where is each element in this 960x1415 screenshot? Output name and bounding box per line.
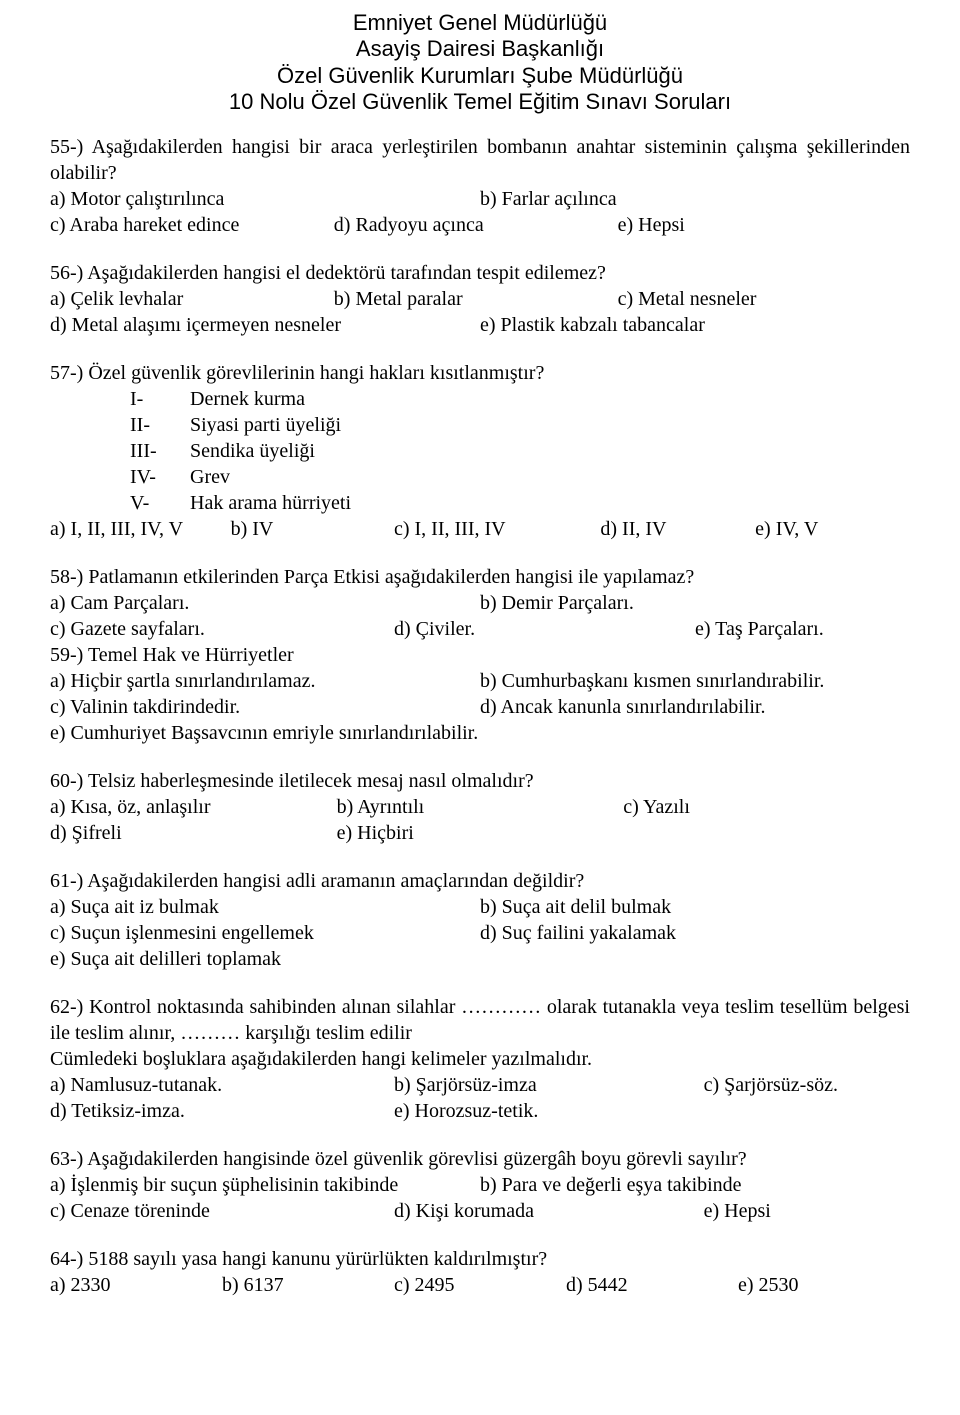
q62-text1: 62-) Kontrol noktasında sahibinden alına…	[50, 994, 910, 1046]
q62-opt-e: e) Horozsuz-tetik.	[394, 1098, 704, 1124]
q57-r1-num: I-	[130, 386, 190, 412]
q57-r5-text: Hak arama hürriyeti	[190, 490, 351, 516]
page-header: Emniyet Genel Müdürlüğü Asayiş Dairesi B…	[50, 10, 910, 116]
q62-opt-d: d) Tetiksiz-imza.	[50, 1098, 394, 1124]
q57-r3-text: Sendika üyeliği	[190, 438, 315, 464]
q58-text: 58-) Patlamanın etkilerinden Parça Etkis…	[50, 564, 910, 590]
q60-text: 60-) Telsiz haberleşmesinde iletilecek m…	[50, 768, 910, 794]
q59-opt-e: e) Cumhuriyet Başsavcının emriyle sınırl…	[50, 722, 478, 744]
q61-opt-a: a) Suça ait iz bulmak	[50, 894, 480, 920]
q64-opt-a: a) 2330	[50, 1272, 222, 1298]
q58-opt-b: b) Demir Parçaları.	[480, 590, 910, 616]
q62-text2: Cümledeki boşluklara aşağıdakilerden han…	[50, 1046, 910, 1072]
q56-opt-d: d) Metal alaşımı içermeyen nesneler	[50, 312, 480, 338]
q55-opt-e: e) Hepsi	[618, 212, 910, 238]
q59-opt-c: c) Valinin takdirindedir.	[50, 694, 480, 720]
q57-r5-num: V-	[130, 490, 190, 516]
q63-opt-d: d) Kişi korumada	[394, 1198, 704, 1224]
q55-text: 55-) Aşağıdakilerden hangisi bir araca y…	[50, 134, 910, 186]
q60-opt-c: c) Yazılı	[623, 794, 910, 820]
q57-r1-text: Dernek kurma	[190, 386, 305, 412]
q63-opt-b: b) Para ve değerli eşya takibinde	[480, 1172, 910, 1198]
q60-opt-b: b) Ayrıntılı	[337, 794, 624, 820]
q57-opt-c: c) I, II, III, IV	[394, 516, 600, 542]
q57-opt-a: a) I, II, III, IV, V	[50, 516, 231, 542]
q61-opt-b: b) Suça ait delil bulmak	[480, 894, 910, 920]
q58-opt-c: c) Gazete sayfaları.	[50, 616, 394, 642]
q64-opt-d: d) 5442	[566, 1272, 738, 1298]
header-line-1: Emniyet Genel Müdürlüğü	[50, 10, 910, 36]
q62-opt-c: c) Şarjörsüz-söz.	[704, 1072, 910, 1098]
question-62: 62-) Kontrol noktasında sahibinden alına…	[50, 994, 910, 1124]
q59-opt-a: a) Hiçbir şartla sınırlandırılamaz.	[50, 668, 480, 694]
q58-opt-d: d) Çiviler.	[394, 616, 695, 642]
q63-opt-c: c) Cenaze töreninde	[50, 1198, 394, 1224]
question-61: 61-) Aşağıdakilerden hangisi adli araman…	[50, 868, 910, 972]
q57-opt-b: b) IV	[231, 516, 394, 542]
q57-r2-num: II-	[130, 412, 190, 438]
q57-r4-text: Grev	[190, 464, 230, 490]
question-57: 57-) Özel güvenlik görevlilerinin hangi …	[50, 360, 910, 542]
q60-opt-d: d) Şifreli	[50, 820, 337, 846]
question-58-59: 58-) Patlamanın etkilerinden Parça Etkis…	[50, 564, 910, 746]
q64-opt-e: e) 2530	[738, 1272, 910, 1298]
q59-text: 59-) Temel Hak ve Hürriyetler	[50, 642, 910, 668]
q59-opt-b: b) Cumhurbaşkanı kısmen sınırlandırabili…	[480, 668, 910, 694]
q55-opt-a: a) Motor çalıştırılınca	[50, 186, 480, 212]
q64-opt-c: c) 2495	[394, 1272, 566, 1298]
q55-opt-c: c) Araba hareket edince	[50, 212, 334, 238]
q56-opt-e: e) Plastik kabzalı tabancalar	[480, 312, 910, 338]
q60-opt-a: a) Kısa, öz, anlaşılır	[50, 794, 337, 820]
question-60: 60-) Telsiz haberleşmesinde iletilecek m…	[50, 768, 910, 846]
q59-opt-d: d) Ancak kanunla sınırlandırılabilir.	[480, 694, 910, 720]
q63-text: 63-) Aşağıdakilerden hangisinde özel güv…	[50, 1146, 910, 1172]
q62-opt-a: a) Namlusuz-tutanak.	[50, 1072, 394, 1098]
q61-opt-d: d) Suç failini yakalamak	[480, 920, 910, 946]
q56-text: 56-) Aşağıdakilerden hangisi el dedektör…	[50, 260, 910, 286]
q62-opt-b: b) Şarjörsüz-imza	[394, 1072, 704, 1098]
q58-opt-a: a) Cam Parçaları.	[50, 590, 480, 616]
q60-opt-e: e) Hiçbiri	[337, 820, 624, 846]
q57-opt-e: e) IV, V	[755, 516, 910, 542]
q61-opt-e: e) Suça ait delilleri toplamak	[50, 948, 281, 970]
q56-opt-a: a) Çelik levhalar	[50, 286, 334, 312]
q57-opt-d: d) II, IV	[600, 516, 755, 542]
q61-opt-c: c) Suçun işlenmesini engellemek	[50, 920, 480, 946]
q57-text: 57-) Özel güvenlik görevlilerinin hangi …	[50, 360, 910, 386]
q56-opt-b: b) Metal paralar	[334, 286, 618, 312]
q57-r2-text: Siyasi parti üyeliği	[190, 412, 341, 438]
q63-opt-e: e) Hepsi	[704, 1198, 910, 1224]
q61-text: 61-) Aşağıdakilerden hangisi adli araman…	[50, 868, 910, 894]
q55-opt-b: b) Farlar açılınca	[480, 186, 910, 212]
q64-text: 64-) 5188 sayılı yasa hangi kanunu yürür…	[50, 1246, 910, 1272]
header-line-2: Asayiş Dairesi Başkanlığı	[50, 36, 910, 62]
question-63: 63-) Aşağıdakilerden hangisinde özel güv…	[50, 1146, 910, 1224]
q64-opt-b: b) 6137	[222, 1272, 394, 1298]
q57-r4-num: IV-	[130, 464, 190, 490]
q58-opt-e: e) Taş Parçaları.	[695, 616, 910, 642]
question-55: 55-) Aşağıdakilerden hangisi bir araca y…	[50, 134, 910, 238]
q57-r3-num: III-	[130, 438, 190, 464]
q63-opt-a: a) İşlenmiş bir suçun şüphelisinin takib…	[50, 1172, 480, 1198]
q56-opt-c: c) Metal nesneler	[618, 286, 910, 312]
header-line-4: 10 Nolu Özel Güvenlik Temel Eğitim Sınav…	[50, 89, 910, 115]
q57-roman-list: I-Dernek kurma II-Siyasi parti üyeliği I…	[130, 386, 910, 516]
q55-opt-d: d) Radyoyu açınca	[334, 212, 618, 238]
header-line-3: Özel Güvenlik Kurumları Şube Müdürlüğü	[50, 63, 910, 89]
question-56: 56-) Aşağıdakilerden hangisi el dedektör…	[50, 260, 910, 338]
question-64: 64-) 5188 sayılı yasa hangi kanunu yürür…	[50, 1246, 910, 1298]
